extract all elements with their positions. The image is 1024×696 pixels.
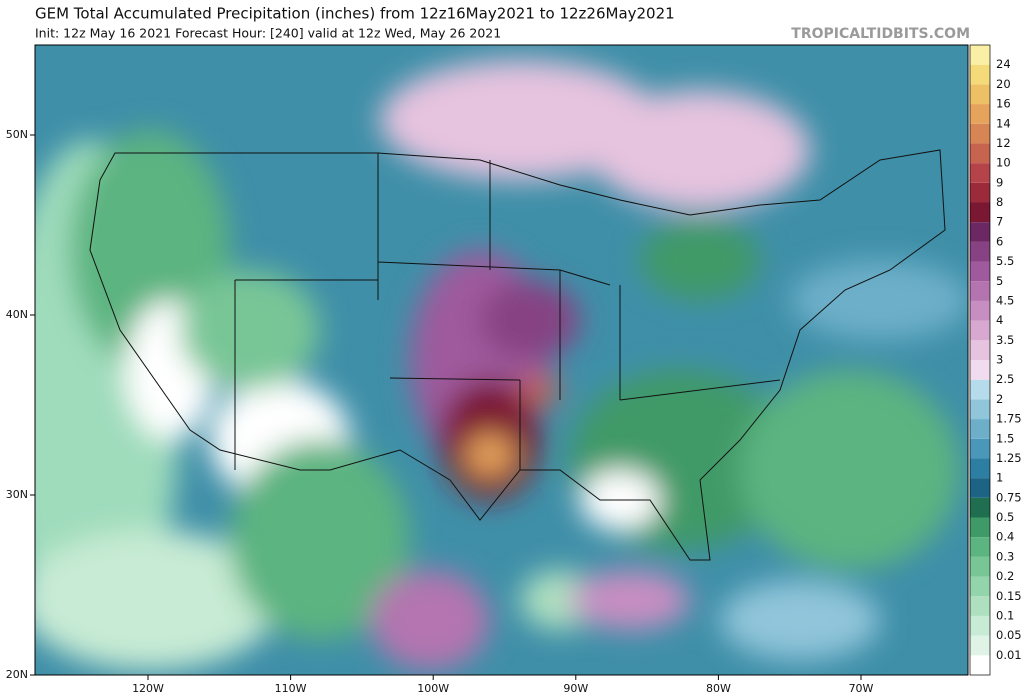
colorbar-swatch	[970, 458, 990, 479]
lon-label: 90W	[563, 682, 588, 695]
colorbar-label: 0.05	[996, 628, 1022, 642]
colorbar-label: 0.15	[996, 589, 1022, 603]
colorbar-swatch	[970, 64, 990, 85]
colorbar-swatch	[970, 281, 990, 301]
colorbar-label: 12	[996, 136, 1011, 150]
colorbar-label: 0.2	[996, 569, 1014, 583]
colorbar-swatch	[970, 596, 990, 616]
colorbar-swatch	[970, 419, 990, 439]
colorbar-swatch	[970, 123, 990, 144]
subtitle: Init: 12z May 16 2021 Forecast Hour: [24…	[35, 26, 501, 41]
colorbar-label: 14	[996, 116, 1011, 130]
colorbar-swatch	[970, 360, 990, 380]
colorbar-swatch	[970, 143, 990, 164]
map-frame	[34, 44, 969, 676]
colorbar-label: 3	[996, 353, 1003, 367]
colorbar-label: 0.75	[996, 490, 1022, 504]
colorbar-label: 10	[996, 156, 1011, 170]
colorbar-label: 4.5	[996, 293, 1014, 307]
colorbar-swatch	[970, 340, 990, 360]
colorbar-label: 5	[996, 274, 1003, 288]
colorbar-label: 4	[996, 313, 1003, 327]
colorbar-label: 1.75	[996, 412, 1022, 426]
colorbar-label: 2	[996, 392, 1003, 406]
colorbar-swatch	[970, 45, 990, 65]
colorbar-label: 8	[996, 195, 1003, 209]
lat-label: 20N	[6, 668, 28, 681]
colorbar-label: 9	[996, 175, 1003, 189]
title: GEM Total Accumulated Precipitation (inc…	[35, 5, 675, 23]
map	[35, 45, 968, 675]
colorbar-label: 1	[996, 471, 1003, 485]
colorbar-label: 3.5	[996, 333, 1014, 347]
lon-label: 100W	[417, 682, 449, 695]
colorbar-swatch	[970, 438, 990, 459]
colorbar-label: 24	[996, 57, 1011, 71]
colorbar-frame	[969, 44, 991, 676]
colorbar-label: 5.5	[996, 254, 1014, 268]
colorbar-swatch	[970, 537, 990, 557]
lat-label: 40N	[6, 308, 28, 321]
lon-label: 70W	[849, 682, 874, 695]
colorbar-swatch	[970, 517, 990, 538]
colorbar-swatch	[970, 497, 990, 518]
lon-label: 120W	[132, 682, 164, 695]
colorbar-swatch	[970, 615, 990, 636]
colorbar-label: 0.5	[996, 510, 1014, 524]
colorbar-label: 0.1	[996, 608, 1014, 622]
colorbar-label: 1.25	[996, 451, 1022, 465]
colorbar-swatch	[970, 222, 990, 242]
colorbar-label: 1.5	[996, 431, 1014, 445]
colorbar-swatch	[970, 478, 990, 498]
colorbar-swatch	[970, 399, 990, 420]
lat-label: 30N	[6, 488, 28, 501]
colorbar-swatch	[970, 655, 990, 675]
colorbar-swatch	[970, 104, 990, 124]
colorbar-swatch	[970, 241, 990, 262]
colorbar-swatch	[970, 379, 990, 400]
colorbar-swatch	[970, 635, 990, 656]
colorbar-label: 0.01	[996, 648, 1022, 662]
colorbar-label: 6	[996, 234, 1003, 248]
colorbar-label: 7	[996, 215, 1003, 229]
colorbar-swatch	[970, 202, 990, 223]
colorbar-swatch	[970, 300, 990, 321]
colorbar-label: 0.3	[996, 549, 1014, 563]
colorbar-label: 20	[996, 77, 1011, 91]
lon-label: 80W	[706, 682, 731, 695]
colorbar-label: 16	[996, 97, 1011, 111]
colorbar-swatch	[970, 182, 990, 203]
lon-label: 110W	[275, 682, 307, 695]
lat-label: 50N	[6, 128, 28, 141]
colorbar-swatch	[970, 320, 990, 341]
colorbar-swatch	[970, 556, 990, 577]
colorbar-label: 2.5	[996, 372, 1014, 386]
colorbar-swatch	[970, 576, 990, 597]
colorbar-swatch	[970, 163, 990, 183]
site-name: TROPICALTIDBITS.COM	[791, 26, 970, 42]
colorbar-swatch	[970, 261, 990, 282]
colorbar-swatch	[970, 84, 990, 105]
colorbar-label: 0.4	[996, 530, 1014, 544]
